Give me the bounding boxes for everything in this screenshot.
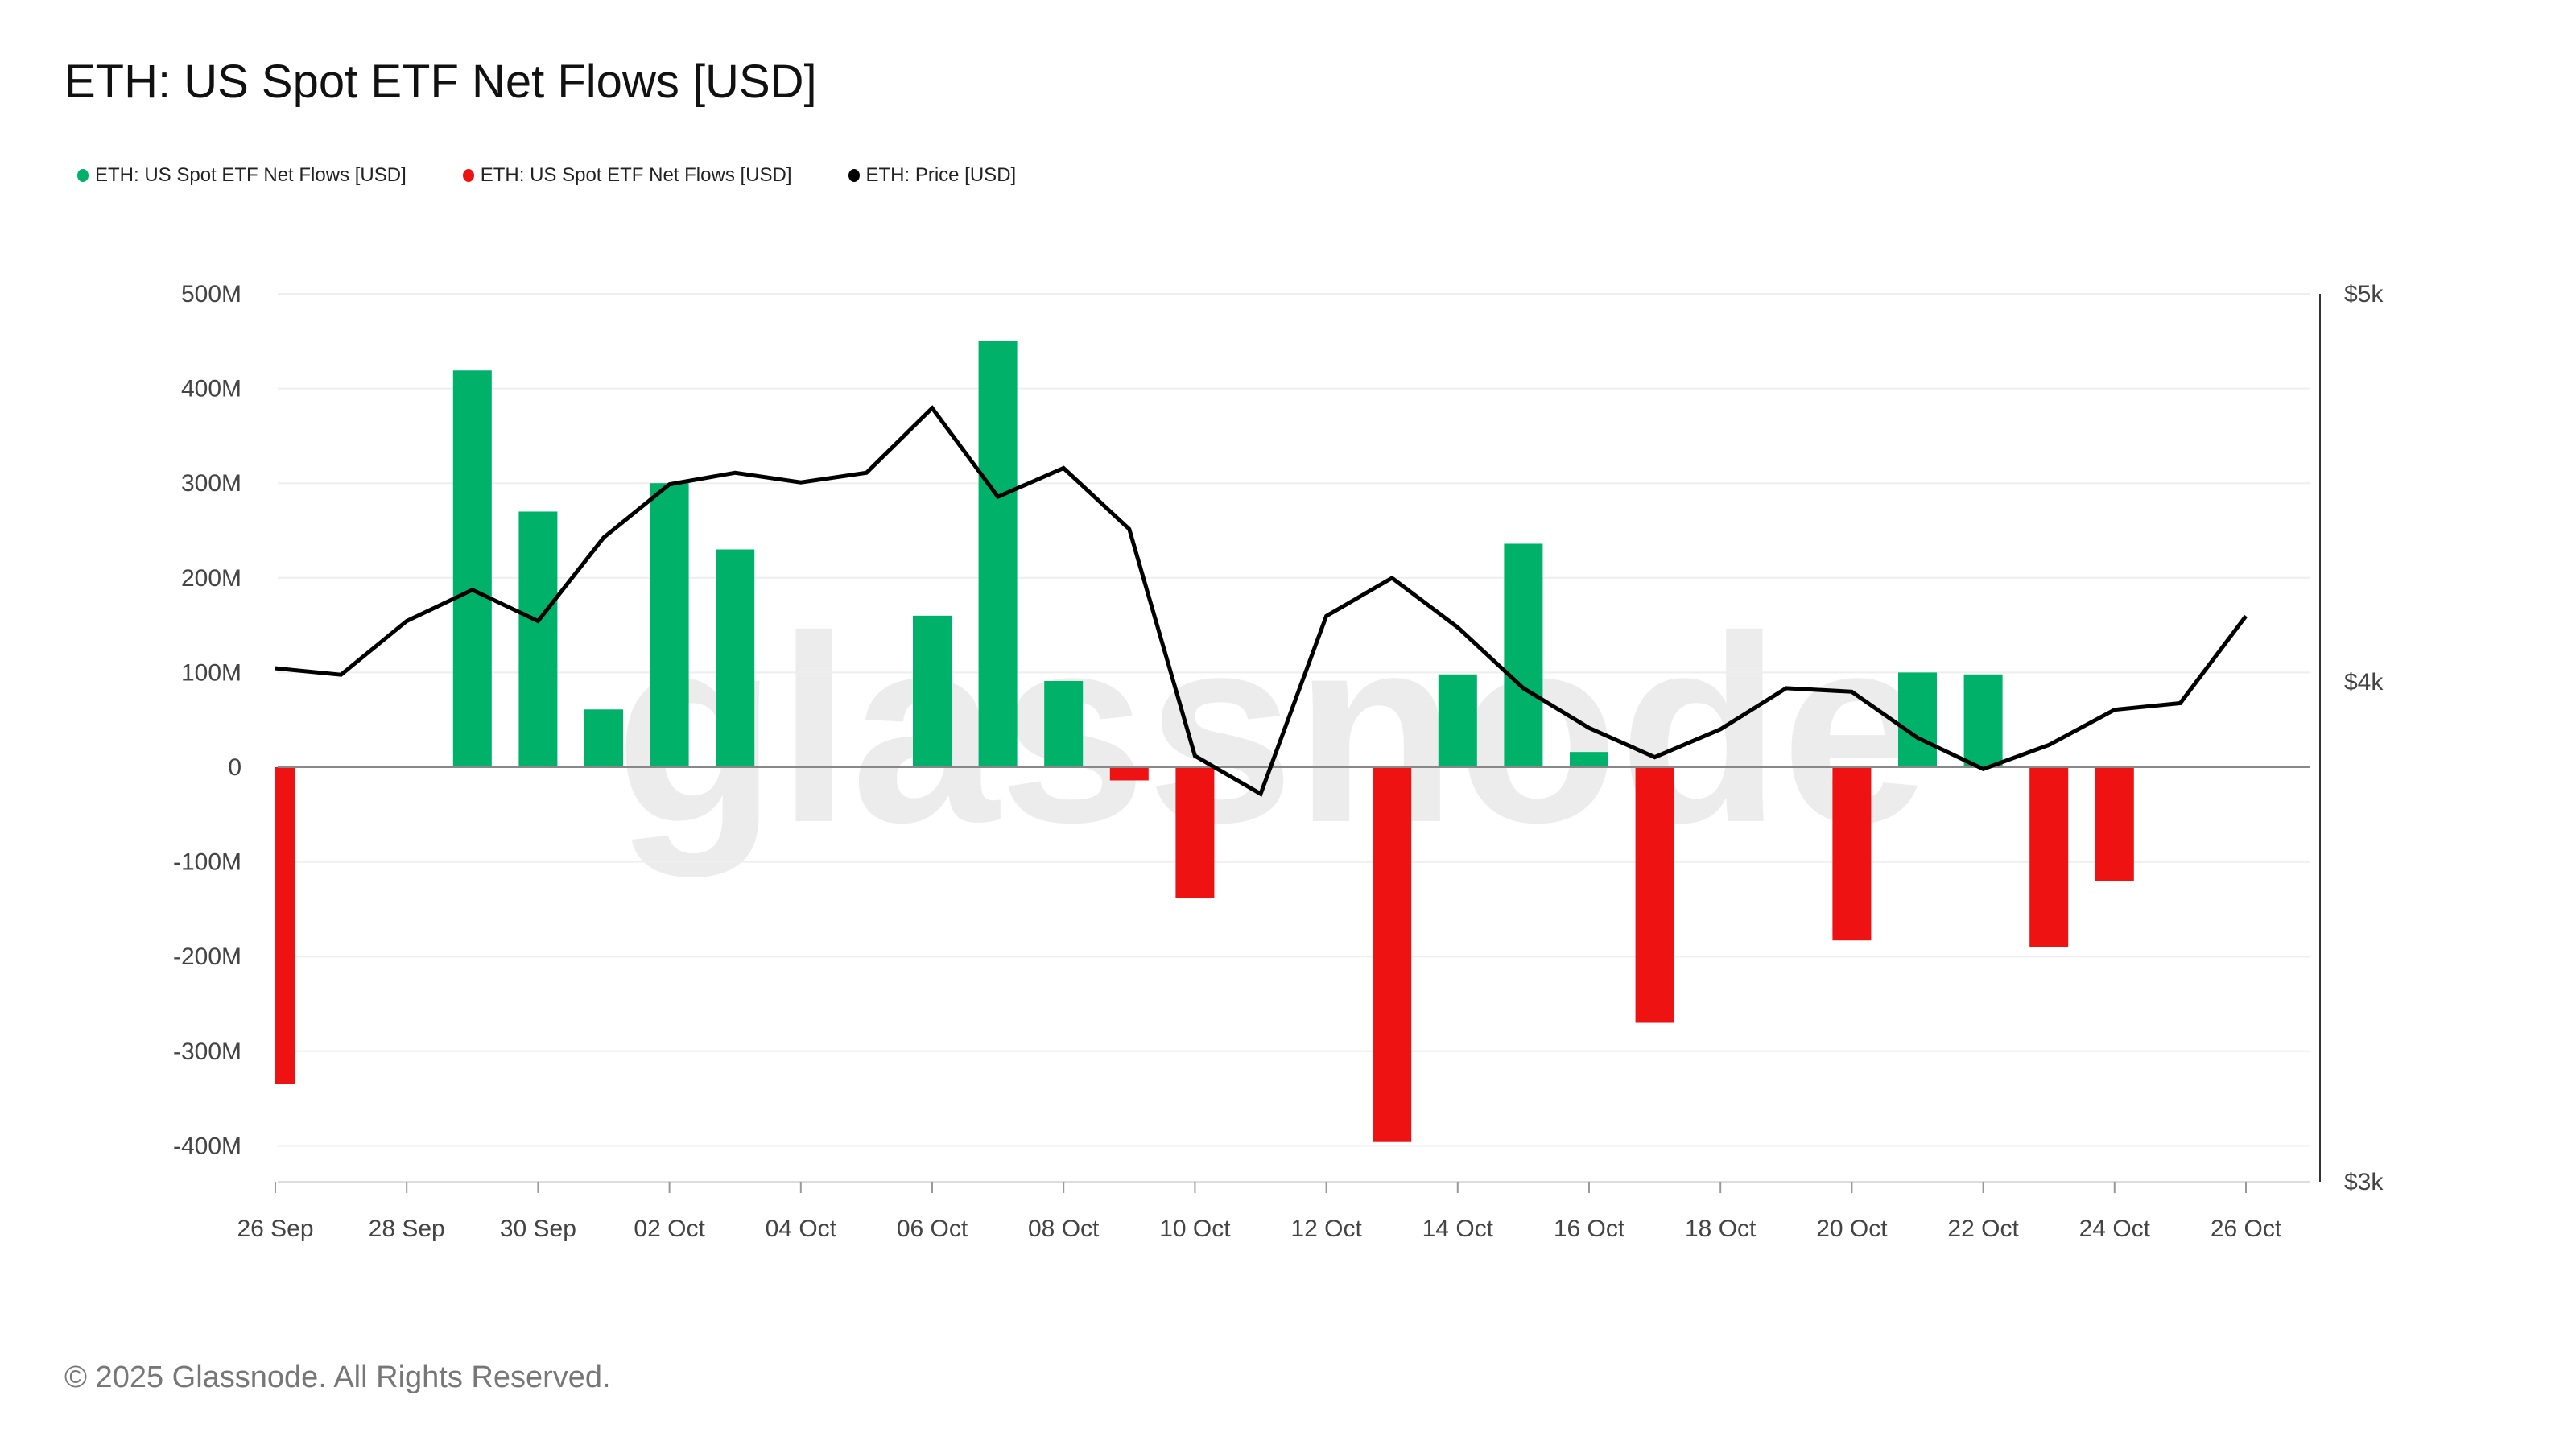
legend-item-price[interactable]: ETH: Price [USD] <box>848 164 1017 187</box>
green-dot-icon <box>77 169 89 182</box>
y-tick-label: -200M <box>173 943 242 970</box>
x-tick-label: 10 Oct <box>1159 1216 1231 1242</box>
flow-bar <box>716 549 755 767</box>
x-tick-label: 04 Oct <box>766 1216 837 1242</box>
x-tick-label: 30 Sep <box>500 1216 576 1242</box>
legend: ETH: US Spot ETF Net Flows [USD] ETH: US… <box>77 164 1016 187</box>
flow-bar <box>275 767 295 1084</box>
legend-label: ETH: US Spot ETF Net Flows [USD] <box>480 164 792 186</box>
flow-bar <box>1438 674 1477 767</box>
flow-bar <box>1635 767 1674 1023</box>
price-line <box>275 405 2248 797</box>
x-tick-label: 26 Sep <box>237 1216 313 1242</box>
x-tick-label: 12 Oct <box>1290 1216 1362 1242</box>
flow-bar <box>584 709 623 767</box>
y-tick-label: 300M <box>181 470 242 497</box>
watermark: glassnode <box>615 580 1929 879</box>
flow-bar <box>1570 752 1608 767</box>
flow-bar <box>452 370 492 767</box>
flow-bar <box>1175 767 1215 898</box>
legend-label: ETH: US Spot ETF Net Flows [USD] <box>95 164 407 186</box>
flow-bar <box>913 615 952 767</box>
y-tick-label: -300M <box>173 1038 242 1065</box>
x-tick-label: 26 Oct <box>2211 1216 2282 1242</box>
y-tick-label: 200M <box>181 565 242 592</box>
legend-item-outflows[interactable]: ETH: US Spot ETF Net Flows [USD] <box>462 164 792 187</box>
y-right-tick-label: $4k <box>2344 669 2384 696</box>
chart-title: ETH: US Spot ETF Net Flows [USD] <box>64 56 817 108</box>
legend-label: ETH: Price [USD] <box>865 164 1017 186</box>
flow-bar <box>2095 767 2134 881</box>
flow-bar <box>978 341 1018 767</box>
y-tick-label: -400M <box>173 1133 242 1159</box>
flow-bar <box>1109 767 1149 781</box>
x-tick-label: 22 Oct <box>1947 1216 2019 1242</box>
y-tick-label: 0 <box>228 754 242 781</box>
x-tick-label: 08 Oct <box>1028 1216 1100 1242</box>
legend-item-inflows[interactable]: ETH: US Spot ETF Net Flows [USD] <box>77 164 407 187</box>
flow-bar <box>1832 767 1872 941</box>
y-tick-label: -100M <box>173 849 242 876</box>
y-right-tick-label: $5k <box>2344 281 2384 308</box>
x-tick-label: 28 Sep <box>369 1216 445 1242</box>
copyright: © 2025 Glassnode. All Rights Reserved. <box>64 1360 611 1394</box>
x-tick-label: 18 Oct <box>1685 1216 1757 1242</box>
y-tick-label: 100M <box>181 659 242 686</box>
flow-bar <box>1044 680 1084 767</box>
x-tick-label: 24 Oct <box>2079 1216 2151 1242</box>
black-dot-icon <box>848 169 860 182</box>
x-tick-label: 06 Oct <box>897 1216 968 1242</box>
flow-bar <box>650 483 689 767</box>
flow-bar <box>1963 674 2003 767</box>
y-right-tick-label: $3k <box>2344 1169 2384 1195</box>
x-tick-label: 02 Oct <box>634 1216 705 1242</box>
flow-bar <box>1504 543 1543 767</box>
flow-bar <box>1373 767 1412 1142</box>
x-tick-label: 20 Oct <box>1816 1216 1888 1242</box>
flow-bar <box>1898 672 1937 767</box>
y-tick-label: 400M <box>181 376 242 402</box>
y-tick-label: 500M <box>181 281 242 308</box>
red-dot-icon <box>462 169 474 182</box>
x-tick-label: 14 Oct <box>1422 1216 1494 1242</box>
x-tick-label: 16 Oct <box>1554 1216 1625 1242</box>
flow-bar <box>2029 767 2069 947</box>
flow-bar <box>518 511 558 767</box>
